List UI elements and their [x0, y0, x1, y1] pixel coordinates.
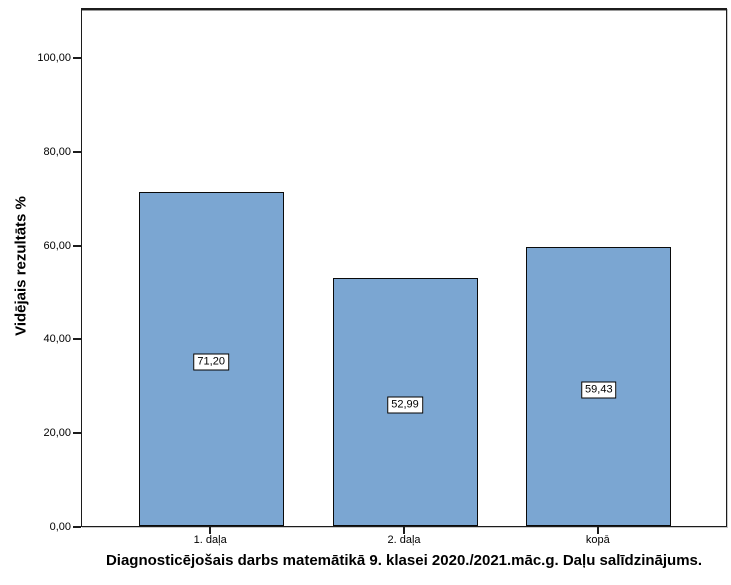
y-tick-mark — [73, 150, 81, 153]
plot-area: 71,20 52,99 59,43 — [81, 8, 727, 527]
y-tick-label: 20,00 — [43, 427, 71, 440]
y-tick-label: 100,00 — [37, 52, 71, 65]
x-tick-label: 1. daļa — [193, 534, 227, 546]
y-tick-mark — [73, 432, 81, 435]
x-tick-label: 2. daļa — [387, 534, 421, 546]
y-tick-mark — [73, 338, 81, 341]
y-tick-mark — [73, 244, 81, 247]
y-tick-label: 0,00 — [49, 521, 71, 533]
bar-value-label: 59,43 — [581, 381, 617, 399]
x-tick-mark — [209, 527, 212, 534]
y-tick-label: 60,00 — [43, 239, 71, 252]
y-axis-title: Vidējais rezultāts % — [12, 196, 30, 336]
y-tick-label: 40,00 — [43, 333, 71, 346]
x-tick-label: kopā — [585, 534, 610, 546]
x-tick-mark — [596, 527, 599, 534]
y-tick-mark — [73, 526, 81, 528]
bar-value-label: 52,99 — [387, 396, 423, 414]
y-tick-label: 80,00 — [43, 145, 71, 158]
y-tick-mark — [73, 57, 81, 60]
bar-value-label: 71,20 — [193, 353, 229, 371]
x-tick-mark — [403, 527, 405, 534]
chart-title: Diagnosticējošais darbs matemātikā 9. kl… — [105, 552, 703, 569]
